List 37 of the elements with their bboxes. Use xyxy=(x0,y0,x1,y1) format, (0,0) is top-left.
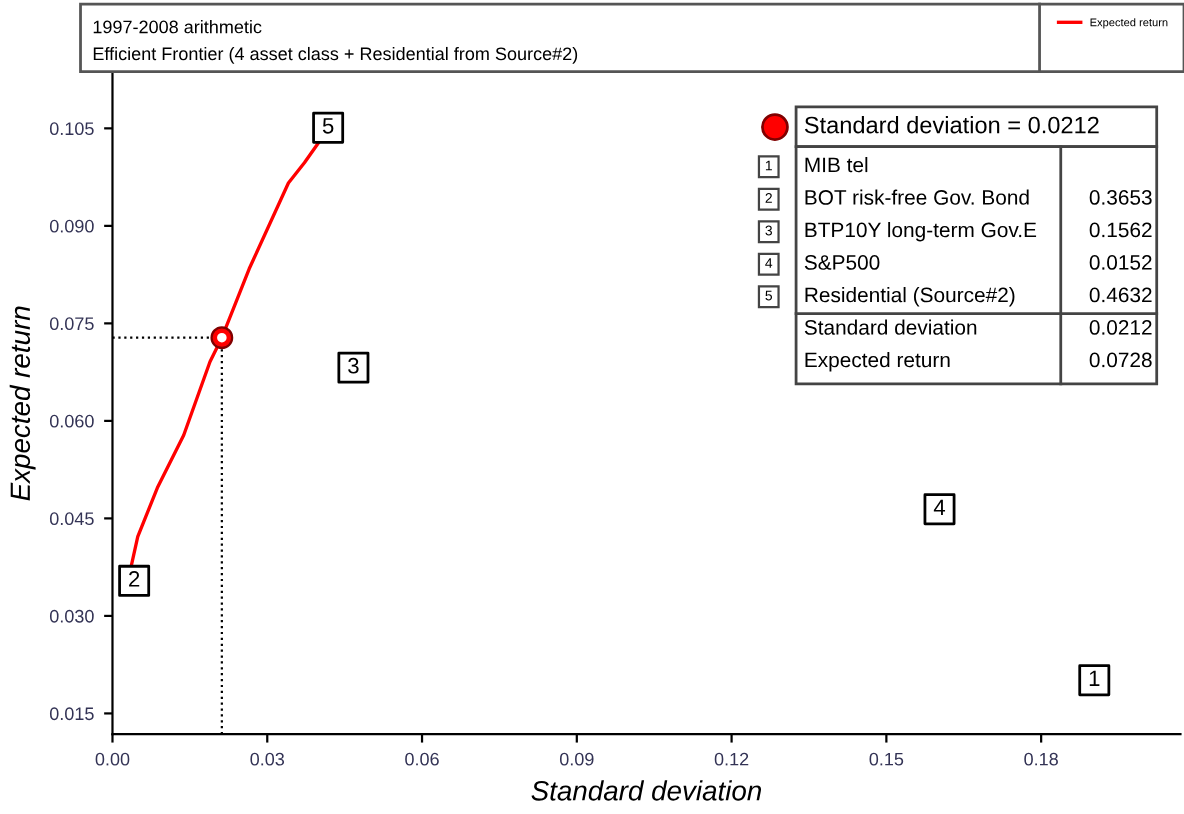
y-tick-label: 0.090 xyxy=(49,219,94,233)
y-tick-label: 0.075 xyxy=(49,317,94,331)
annotation: 3 xyxy=(348,357,359,374)
x-tick-label: 0.00 xyxy=(95,752,130,766)
annotation: BTP10Y long-term Gov.E xyxy=(805,222,1037,242)
annotation: 1 xyxy=(1089,670,1100,687)
x-tick-label: 0.18 xyxy=(1024,752,1058,766)
y-tick-label: 0.060 xyxy=(49,414,94,428)
annotation: 0.0152 xyxy=(1089,255,1152,270)
annotation: 0.3653 xyxy=(1089,190,1152,205)
annotation: 2 xyxy=(129,571,140,587)
chart-subtitle: Efficient Frontier (4 asset class + Residential from Source#2) xyxy=(93,46,578,64)
annotation: Residential (Source#2) xyxy=(805,287,1015,307)
x-tick-label: 0.15 xyxy=(869,752,904,766)
x-axis-title: Standard deviation xyxy=(531,780,762,801)
annotation: 0.4632 xyxy=(1089,287,1152,303)
x-tick-label: 0.12 xyxy=(714,752,749,766)
annotation: 4 xyxy=(933,499,946,516)
x-tick-label: 0.09 xyxy=(559,752,594,766)
annotation: S&P500 xyxy=(804,255,880,270)
chart-title: 1997-2008 arithmetic xyxy=(93,20,262,34)
annotation: 0.0728 xyxy=(1089,352,1152,368)
annotation: MIB tel xyxy=(805,157,868,173)
x-tick-label: 0.06 xyxy=(405,752,439,766)
annotation: Expected return xyxy=(805,352,950,372)
annotation: 0.1562 xyxy=(1089,222,1152,238)
y-tick-label: 0.030 xyxy=(49,609,94,623)
y-tick-label: 0.105 xyxy=(49,122,94,136)
y-axis-title: Expected return xyxy=(9,306,36,501)
annotation: Standard deviation = 0.0212 xyxy=(804,116,1099,134)
y-tick-label: 0.045 xyxy=(49,512,94,526)
annotation: 0.0212 xyxy=(1089,320,1152,335)
annotation: 5 xyxy=(322,118,334,134)
y-tick-label: 0.015 xyxy=(49,707,94,721)
x-tick-label: 0.03 xyxy=(250,752,285,766)
annotation: Standard deviation xyxy=(804,319,977,335)
annotation: BOT risk-free Gov. Bond xyxy=(805,189,1029,205)
